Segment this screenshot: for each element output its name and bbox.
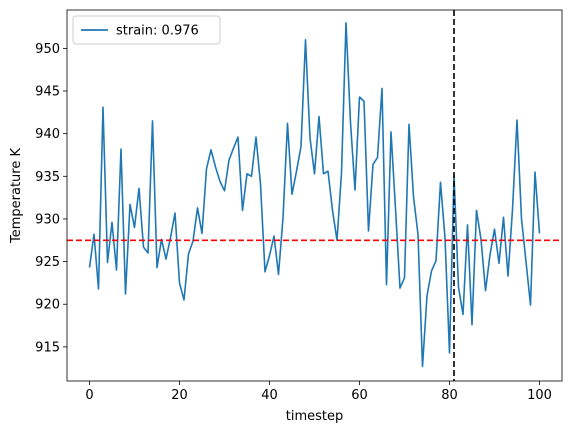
y-tick-label: 945 xyxy=(35,85,60,100)
y-axis-label: Temperature K xyxy=(9,148,24,244)
x-tick-label: 60 xyxy=(351,388,368,403)
x-tick-label: 100 xyxy=(527,388,552,403)
x-tick-label: 80 xyxy=(441,388,458,403)
y-tick-label: 925 xyxy=(35,255,60,270)
y-tick-label: 920 xyxy=(35,298,60,313)
x-tick-label: 0 xyxy=(85,388,93,403)
legend: strain: 0.976 xyxy=(72,15,221,45)
legend-label: strain: 0.976 xyxy=(116,24,199,39)
plot-frame xyxy=(66,9,563,382)
x-tick-label: 20 xyxy=(171,388,188,403)
y-tick-label: 930 xyxy=(35,212,60,227)
x-axis-label: timestep xyxy=(286,409,344,424)
y-tick-label: 915 xyxy=(35,340,60,355)
series-line-0 xyxy=(88,21,541,368)
y-tick-label: 935 xyxy=(35,170,60,185)
x-tick-label: 40 xyxy=(261,388,278,403)
y-tick-label: 940 xyxy=(35,127,60,142)
legend-box xyxy=(72,15,221,45)
y-tick-label: 950 xyxy=(35,42,60,57)
